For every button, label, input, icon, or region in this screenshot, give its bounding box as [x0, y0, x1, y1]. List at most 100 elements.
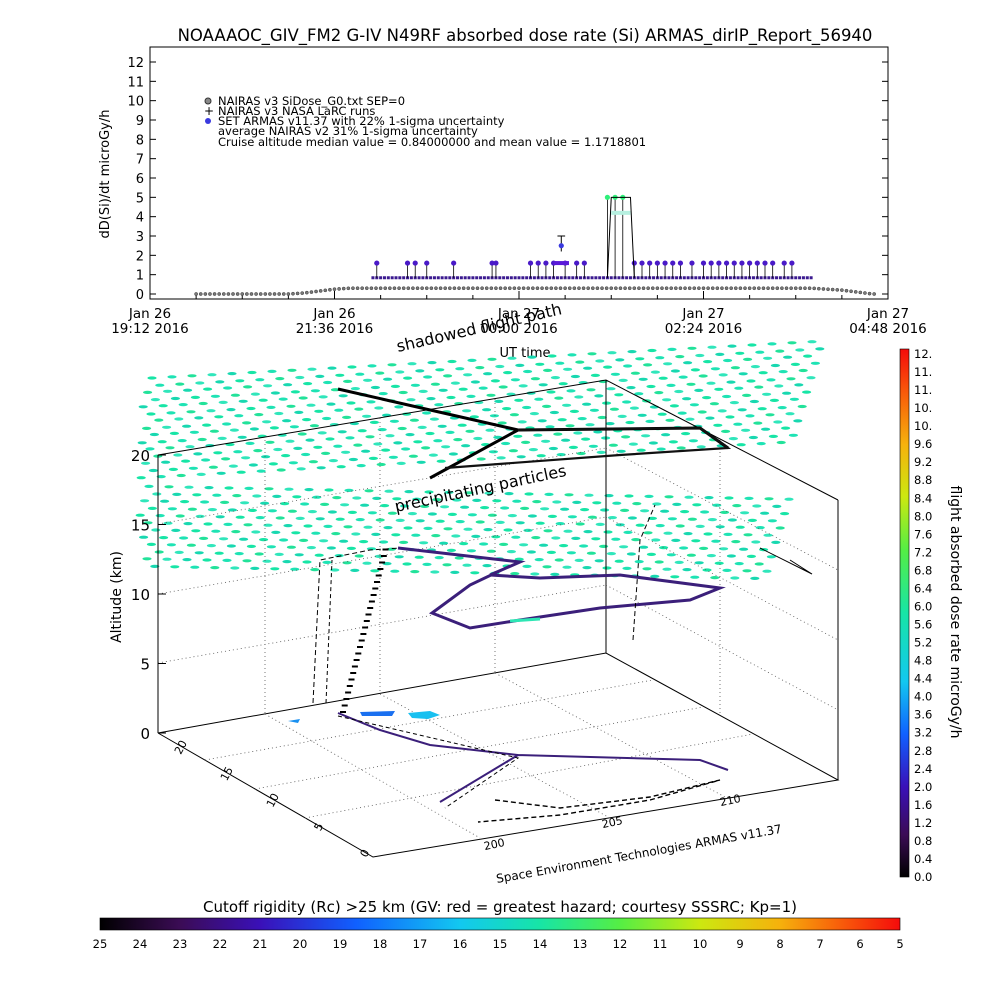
- rigidity-cell: [592, 501, 602, 505]
- legend-marker-nairas-larc: +: [204, 104, 214, 118]
- rigidity-cell: [347, 510, 357, 514]
- bottom-colorbar-tick-label: 24: [133, 937, 148, 951]
- box-floor-front: [157, 652, 840, 858]
- rigidity-cell: [632, 502, 642, 506]
- rigidity-cell: [669, 404, 680, 408]
- rigidity-cell: [507, 514, 517, 518]
- rigidity-cell: [623, 364, 633, 368]
- rigidity-cell: [528, 448, 539, 452]
- rigidity-cell: [286, 404, 296, 408]
- rigidity-cell: [197, 437, 207, 442]
- rigidity-cell: [337, 430, 347, 434]
- nairas-point: [489, 286, 494, 291]
- bottom-colorbar-tick-label: 10: [693, 937, 708, 951]
- armas-baseline-point: [398, 276, 402, 280]
- rigidity-cell: [540, 507, 550, 511]
- rigidity-cell: [143, 390, 153, 394]
- rigidity-cell: [637, 413, 647, 417]
- nairas-point: [577, 286, 581, 291]
- rigidity-cell: [196, 472, 206, 476]
- nairas-point: [434, 286, 438, 291]
- rigidity-cell: [583, 366, 593, 370]
- rigidity-cell: [230, 566, 240, 570]
- rigidity-cell: [190, 565, 200, 569]
- rigidity-cell: [746, 379, 756, 383]
- rigidity-cell: [463, 373, 473, 377]
- rigidity-cell: [160, 499, 170, 503]
- rigidity-cell: [354, 407, 364, 411]
- rigidity-cell: [710, 367, 721, 371]
- nairas-point: [669, 286, 674, 291]
- rigidity-cell: [464, 491, 474, 495]
- rigidity-cell: [273, 447, 283, 452]
- rigidity-cell: [227, 372, 237, 376]
- rigidity-cell: [802, 390, 812, 394]
- rigidity-cell: [543, 368, 553, 372]
- rigidity-cell: [147, 376, 157, 380]
- rigidity-cell: [572, 500, 582, 504]
- rigidity-cell: [781, 426, 791, 430]
- nairas-point: [337, 287, 341, 291]
- rigidity-cell: [188, 466, 198, 470]
- rigidity-cell: [775, 349, 785, 353]
- armas-baseline-point: [728, 276, 732, 280]
- rigidity-cell: [301, 452, 311, 457]
- armas-baseline-point: [521, 276, 525, 280]
- rigidity-cell: [175, 514, 185, 518]
- top-y-axis-label: dD(Si)/dt microGy/h: [98, 110, 113, 239]
- rigidity-cell: [183, 388, 193, 392]
- rigidity-cell: [288, 461, 298, 465]
- rigidity-cell: [242, 559, 252, 563]
- nairas-point: [743, 286, 747, 291]
- rigidity-cell: [771, 540, 781, 545]
- nairas-point: [572, 286, 577, 291]
- rigidity-cell: [321, 451, 331, 455]
- rigidity-cell: [510, 378, 520, 382]
- armas-baseline-point: [429, 276, 433, 280]
- rigidity-cell: [523, 528, 533, 533]
- rigidity-cell: [145, 447, 155, 451]
- rigidity-cell: [734, 386, 744, 390]
- rigidity-cell: [579, 544, 589, 548]
- rigidity-cell: [619, 545, 629, 549]
- rigidity-cell: [502, 407, 512, 411]
- rigidity-cell: [343, 525, 353, 529]
- armas-baseline-point: [798, 276, 802, 280]
- rigidity-cell: [395, 370, 405, 374]
- rigidity-cell: [142, 426, 152, 430]
- rigidity-cell: [767, 342, 777, 346]
- rigidity-cell: [387, 511, 397, 515]
- rigidity-cell: [476, 457, 486, 461]
- rigidity-cell: [403, 526, 413, 530]
- rigidity-cell: [498, 385, 508, 389]
- armas-point: [754, 260, 760, 266]
- rigidity-cell: [778, 370, 788, 374]
- rigidity-cell: [233, 450, 243, 454]
- rigidity-cell: [738, 372, 748, 376]
- nairas-point: [314, 289, 318, 294]
- nairas-point: [291, 291, 295, 296]
- armas-baseline-point: [567, 276, 571, 280]
- right-colorbar-tick-label: 8.0: [914, 509, 932, 523]
- armas-point: [404, 260, 411, 266]
- armas-baseline-point: [467, 276, 471, 280]
- rigidity-cell: [352, 496, 362, 500]
- armas-baseline-point: [571, 276, 575, 280]
- rigidity-cell: [580, 508, 590, 512]
- nairas-point: [512, 286, 517, 291]
- rigidity-cell: [374, 406, 384, 410]
- nairas-point: [226, 292, 231, 296]
- rigidity-cell: [776, 440, 786, 445]
- rigidity-cell: [539, 543, 549, 547]
- rigidity-cell: [379, 540, 389, 544]
- rigidity-cell: [315, 374, 325, 378]
- nairas-point: [466, 286, 471, 291]
- rigidity-cell: [415, 369, 425, 373]
- rigidity-cell: [665, 418, 675, 422]
- top-y-tick-label: 1: [136, 269, 144, 284]
- armas-point: [535, 260, 541, 266]
- rigidity-cell: [717, 409, 727, 413]
- z-tick-label: 20: [131, 447, 150, 465]
- rigidity-cell: [461, 444, 471, 448]
- nairas-point: [268, 292, 272, 296]
